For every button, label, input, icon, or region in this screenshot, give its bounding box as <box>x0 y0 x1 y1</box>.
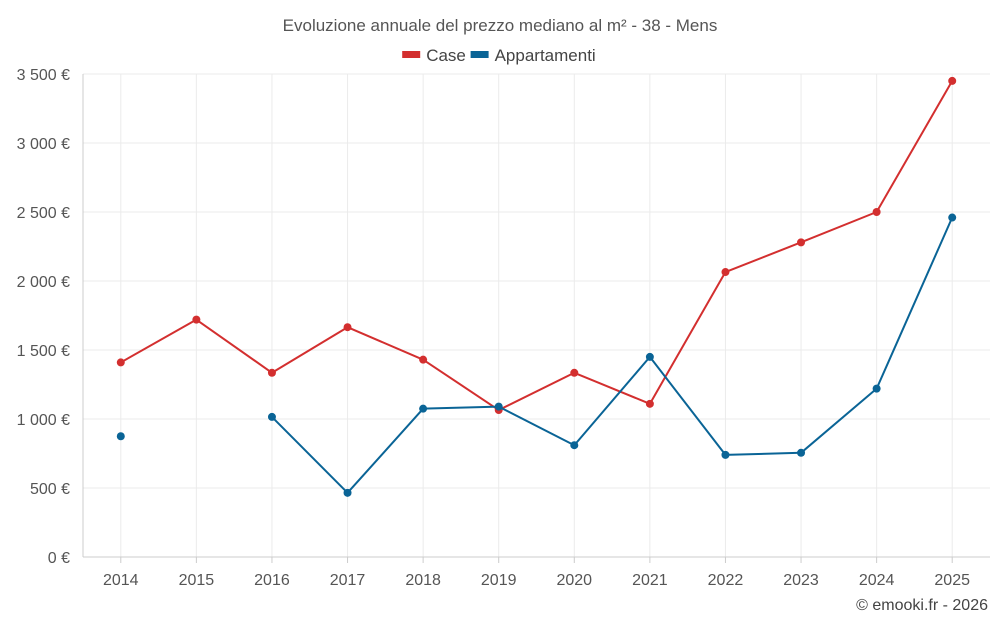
data-point-appartamenti <box>570 441 579 450</box>
x-tick-label: 2021 <box>632 572 668 589</box>
x-tick-label: 2019 <box>481 572 517 589</box>
data-point-appartamenti <box>116 432 125 441</box>
data-point-case <box>645 399 654 408</box>
y-tick-label: 500 € <box>30 481 70 498</box>
x-tick-label: 2018 <box>405 572 441 589</box>
x-axis: 2014 2015 2016 2017 2018 2019 2020 2021 2022 2023… <box>103 557 970 589</box>
legend-label-appartamenti: Appartamenti <box>495 46 596 65</box>
legend-label-case: Case <box>426 46 466 65</box>
legend-swatch-appartamenti <box>470 51 489 58</box>
y-axis: 0 € 500 € 1 000 € 1 500 € 2 000 € 2 500 € 3 00… <box>17 67 70 567</box>
data-point-case <box>116 358 125 367</box>
data-point-case <box>872 208 881 216</box>
series-line-appartamenti <box>271 217 954 494</box>
x-tick-label: 2014 <box>103 572 139 589</box>
data-point-case <box>267 368 276 377</box>
y-tick-label: 3 500 € <box>17 67 70 84</box>
data-point-appartamenti <box>343 488 352 497</box>
data-point-appartamenti <box>872 384 881 393</box>
data-point-appartamenti <box>419 404 428 413</box>
x-tick-label: 2016 <box>254 572 290 589</box>
data-point-appartamenti <box>494 402 503 411</box>
y-tick-label: 1 000 € <box>17 412 70 429</box>
grid <box>82 73 990 558</box>
series-group <box>116 76 957 497</box>
x-tick-label: 2025 <box>934 572 970 589</box>
x-tick-label: 2023 <box>783 572 819 589</box>
data-point-appartamenti <box>797 448 806 457</box>
legend: Case Appartamenti <box>402 46 596 65</box>
y-tick-label: 3 000 € <box>17 136 70 153</box>
series-line-case <box>120 80 954 412</box>
data-point-appartamenti <box>267 412 276 421</box>
chart-title: Evoluzione annuale del prezzo mediano al… <box>283 16 718 35</box>
data-point-case <box>797 238 806 247</box>
data-point-case <box>343 323 352 332</box>
data-point-appartamenti <box>645 352 654 361</box>
x-tick-label: 2024 <box>859 572 895 589</box>
legend-swatch-case <box>402 51 421 58</box>
data-point-case <box>419 355 428 364</box>
y-tick-label: 1 500 € <box>17 343 70 360</box>
data-point-appartamenti <box>721 450 730 459</box>
y-tick-label: 0 € <box>48 550 70 567</box>
x-tick-label: 2017 <box>330 572 366 589</box>
x-tick-label: 2015 <box>179 572 215 589</box>
data-point-case <box>948 76 957 85</box>
y-tick-label: 2 500 € <box>17 205 70 222</box>
data-point-case <box>570 368 579 377</box>
data-point-case <box>192 315 201 324</box>
y-tick-label: 2 000 € <box>17 274 70 291</box>
x-tick-label: 2020 <box>556 572 592 589</box>
x-tick-label: 2022 <box>708 572 744 589</box>
credit-text: © emooki.fr - 2026 <box>856 597 988 614</box>
data-point-appartamenti <box>948 213 957 222</box>
data-point-case <box>721 268 730 277</box>
